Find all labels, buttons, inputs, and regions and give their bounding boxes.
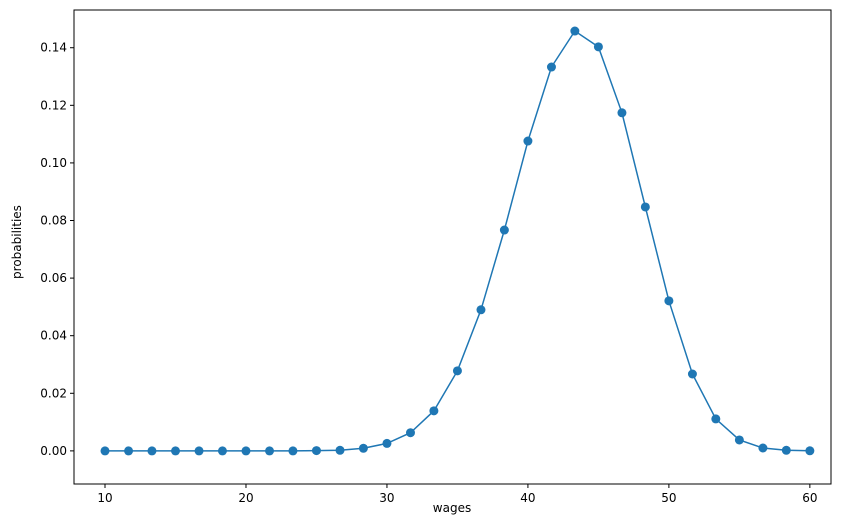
x-tick-label: 20 xyxy=(238,491,253,505)
data-point xyxy=(687,369,697,379)
data-point xyxy=(382,438,392,448)
x-tick-label: 10 xyxy=(97,491,112,505)
data-point xyxy=(640,202,650,212)
x-tick-label: 30 xyxy=(379,491,394,505)
data-point xyxy=(100,446,110,456)
data-point xyxy=(664,296,674,306)
x-axis: 10 20 30 40 50 60 xyxy=(97,484,817,505)
x-axis-label: wages xyxy=(433,501,471,515)
data-point xyxy=(805,446,815,456)
data-point xyxy=(405,428,415,438)
y-axis-label: probabilities xyxy=(10,205,24,279)
data-point xyxy=(311,446,321,456)
data-point xyxy=(570,26,580,36)
data-point xyxy=(781,445,791,455)
data-point xyxy=(711,414,721,424)
y-tick-label: 0.06 xyxy=(40,271,67,285)
data-point xyxy=(734,435,744,445)
data-point xyxy=(758,443,768,453)
data-point xyxy=(499,225,509,235)
y-tick-label: 0.08 xyxy=(40,214,67,228)
data-point xyxy=(523,136,533,146)
data-point xyxy=(288,446,298,456)
data-point xyxy=(476,305,486,315)
plot-frame xyxy=(73,9,832,485)
y-axis: 0.00 0.02 0.04 0.06 0.08 0.10 0.12 0.14 xyxy=(40,41,74,458)
data-point xyxy=(546,62,556,72)
data-point xyxy=(265,446,275,456)
y-tick-label: 0.00 xyxy=(40,444,67,458)
data-point xyxy=(617,108,627,118)
data-point xyxy=(170,446,180,456)
y-tick-label: 0.04 xyxy=(40,329,67,343)
x-tick-label: 40 xyxy=(520,491,535,505)
x-tick-label: 50 xyxy=(661,491,676,505)
y-tick-label: 0.02 xyxy=(40,386,67,400)
data-point xyxy=(358,443,368,453)
data-point xyxy=(124,446,134,456)
data-point xyxy=(147,446,157,456)
y-tick-label: 0.14 xyxy=(40,41,67,55)
data-point xyxy=(429,406,439,416)
data-point xyxy=(593,42,603,52)
y-tick-label: 0.12 xyxy=(40,98,67,112)
data-point xyxy=(241,446,251,456)
x-tick-label: 60 xyxy=(802,491,817,505)
data-point xyxy=(194,446,204,456)
series-line xyxy=(105,29,810,452)
y-tick-label: 0.10 xyxy=(40,156,67,170)
data-point xyxy=(217,446,227,456)
series-markers xyxy=(100,26,815,456)
data-point xyxy=(335,445,345,455)
data-point xyxy=(452,366,462,376)
